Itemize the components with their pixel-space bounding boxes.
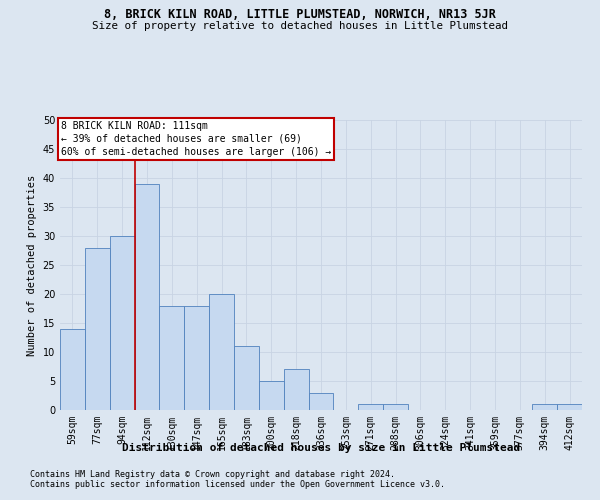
Bar — [557, 404, 582, 410]
Text: 8 BRICK KILN ROAD: 111sqm
← 39% of detached houses are smaller (69)
60% of semi-: 8 BRICK KILN ROAD: 111sqm ← 39% of detac… — [61, 120, 331, 157]
Bar — [134, 184, 160, 410]
Text: Contains public sector information licensed under the Open Government Licence v3: Contains public sector information licen… — [30, 480, 445, 489]
Bar — [308, 392, 334, 410]
Bar — [234, 346, 259, 410]
Bar — [110, 236, 134, 410]
Bar — [259, 381, 284, 410]
Text: Size of property relative to detached houses in Little Plumstead: Size of property relative to detached ho… — [92, 21, 508, 31]
Bar — [358, 404, 383, 410]
Text: 8, BRICK KILN ROAD, LITTLE PLUMSTEAD, NORWICH, NR13 5JR: 8, BRICK KILN ROAD, LITTLE PLUMSTEAD, NO… — [104, 8, 496, 20]
Y-axis label: Number of detached properties: Number of detached properties — [27, 174, 37, 356]
Bar — [284, 370, 308, 410]
Bar — [160, 306, 184, 410]
Text: Contains HM Land Registry data © Crown copyright and database right 2024.: Contains HM Land Registry data © Crown c… — [30, 470, 395, 479]
Bar — [532, 404, 557, 410]
Bar — [60, 329, 85, 410]
Text: Distribution of detached houses by size in Little Plumstead: Distribution of detached houses by size … — [122, 442, 520, 452]
Bar — [85, 248, 110, 410]
Bar — [383, 404, 408, 410]
Bar — [184, 306, 209, 410]
Bar — [209, 294, 234, 410]
